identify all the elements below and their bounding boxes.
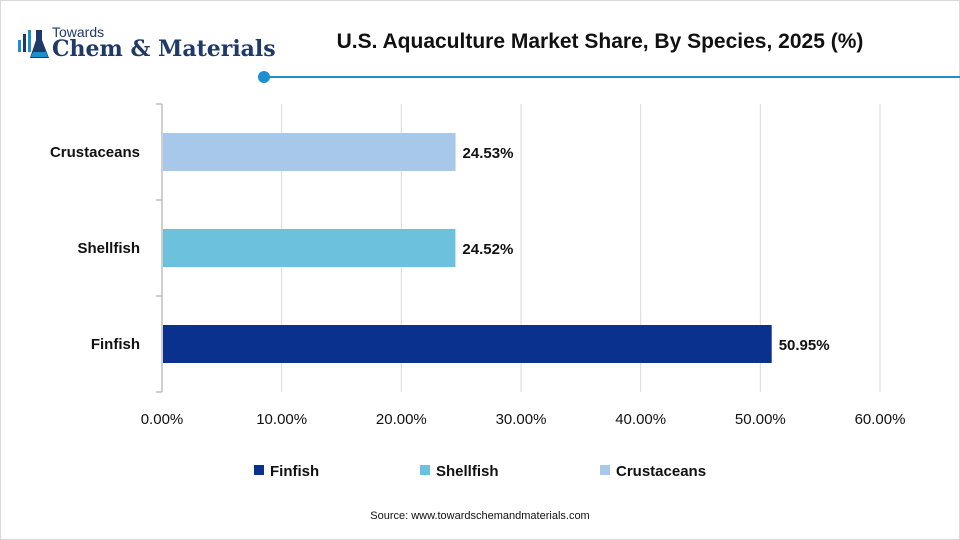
brand-logo: Towards Chem & Materials xyxy=(16,22,276,68)
legend-label-crustaceans: Crustaceans xyxy=(616,463,706,480)
bar-shellfish xyxy=(163,229,456,267)
x-tick-label-1: 10.00% xyxy=(256,411,307,428)
x-tick-label-3: 30.00% xyxy=(496,411,547,428)
logo-towards-text: Towards xyxy=(52,24,105,40)
logo-brand-text: Chem & Materials xyxy=(52,36,276,62)
bar-crustaceans xyxy=(163,133,456,171)
data-label-crustaceans: 24.53% xyxy=(463,145,514,162)
category-label-crustaceans: Crustaceans xyxy=(50,144,140,161)
chart-title: U.S. Aquaculture Market Share, By Specie… xyxy=(336,30,864,53)
x-tick-label-6: 60.00% xyxy=(855,411,906,428)
title-underline xyxy=(264,76,960,78)
x-tick-label-4: 40.00% xyxy=(615,411,666,428)
title-underline-dot xyxy=(258,71,270,83)
source-note: Source: www.towardschemandmaterials.com xyxy=(370,510,590,522)
bar-finfish xyxy=(163,325,772,363)
x-tick-label-5: 50.00% xyxy=(735,411,786,428)
x-tick-label-0: 0.00% xyxy=(141,411,184,428)
x-tick-label-2: 20.00% xyxy=(376,411,427,428)
legend-label-finfish: Finfish xyxy=(270,463,319,480)
flask-icon xyxy=(18,30,49,58)
data-label-finfish: 50.95% xyxy=(779,337,830,354)
category-label-finfish: Finfish xyxy=(91,336,140,353)
legend-swatch-finfish xyxy=(254,465,264,475)
legend-swatch-shellfish xyxy=(420,465,430,475)
legend-label-shellfish: Shellfish xyxy=(436,463,499,480)
category-label-shellfish: Shellfish xyxy=(77,240,140,257)
data-label-shellfish: 24.52% xyxy=(462,241,513,258)
legend-swatch-crustaceans xyxy=(600,465,610,475)
